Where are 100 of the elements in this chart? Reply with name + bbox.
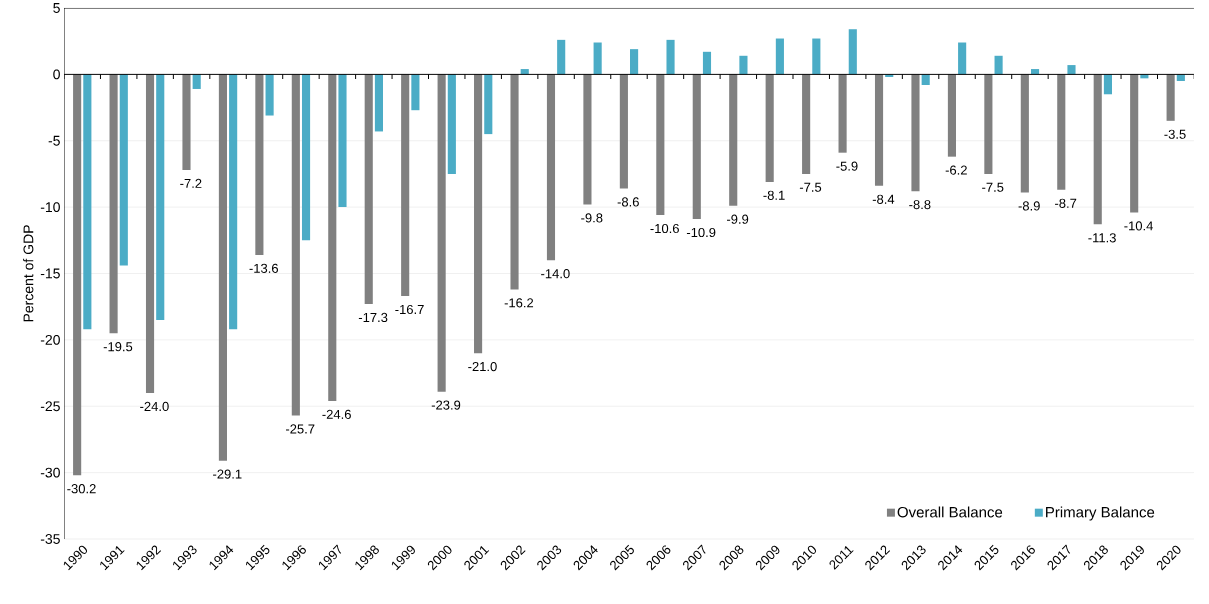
- y-tick-label: -30: [40, 467, 60, 478]
- data-label: -10.4: [1124, 221, 1153, 231]
- bar: [775, 38, 784, 75]
- data-label: -6.2: [945, 165, 967, 175]
- data-label: -7.5: [982, 182, 1004, 192]
- y-tick-label: -10: [40, 202, 60, 213]
- data-label: -7.2: [180, 178, 202, 188]
- bar: [83, 74, 92, 330]
- data-label: -16.7: [395, 304, 424, 315]
- y-tick-label: -5: [48, 135, 60, 146]
- data-label: -13.6: [249, 263, 279, 273]
- bar: [338, 74, 347, 208]
- bar: [1130, 74, 1139, 213]
- bar: [437, 74, 446, 392]
- bar: [145, 74, 155, 393]
- data-label: -9.9: [726, 214, 749, 224]
- data-label: -8.4: [872, 194, 895, 204]
- bar: [802, 74, 811, 174]
- bar: [666, 39, 675, 75]
- bar: [411, 74, 420, 111]
- y-tick-label: 5: [53, 3, 60, 13]
- data-label: -8.1: [763, 190, 785, 200]
- data-label: -5.9: [836, 161, 858, 171]
- data-label: -16.2: [504, 298, 534, 308]
- data-label: -30.2: [67, 484, 96, 494]
- data-label: -19.5: [103, 342, 133, 352]
- data-label: -14.0: [541, 269, 570, 279]
- data-label: -9.8: [581, 213, 603, 223]
- bar: [630, 49, 639, 75]
- bar: [119, 74, 128, 266]
- data-label: -8.9: [1018, 201, 1040, 211]
- data-label: -8.7: [1055, 198, 1077, 208]
- bar: [474, 74, 483, 354]
- bar: [702, 51, 712, 75]
- data-label: -10.9: [686, 227, 716, 238]
- bar: [364, 74, 373, 305]
- bar: [765, 74, 774, 182]
- bar: [921, 74, 930, 85]
- bar: [729, 74, 738, 206]
- data-label: -23.9: [431, 400, 461, 410]
- bar: [328, 74, 337, 401]
- bar: [1093, 74, 1102, 225]
- bar: [583, 74, 592, 205]
- y-axis-title: Percent of GDP: [23, 225, 34, 322]
- bar: [1166, 74, 1175, 121]
- bar: [291, 74, 300, 416]
- legend-label: Overall Balance: [897, 506, 1003, 518]
- bar: [374, 74, 383, 132]
- bar: [229, 74, 238, 330]
- bar: [947, 74, 956, 157]
- bar: [447, 74, 456, 174]
- bar: [484, 74, 493, 135]
- y-tick-label: -25: [40, 401, 60, 412]
- y-tick-label: -15: [40, 268, 60, 279]
- bar: [182, 74, 191, 170]
- data-label: -24.0: [140, 401, 169, 411]
- bar: [838, 74, 847, 153]
- data-label: -21.0: [468, 361, 497, 372]
- bar: [984, 74, 993, 174]
- data-label: -25.7: [285, 424, 315, 434]
- bar: [812, 38, 821, 75]
- data-label: -10.6: [650, 223, 679, 234]
- bar: [192, 74, 201, 89]
- bar: [994, 55, 1003, 75]
- bar: [1020, 74, 1029, 193]
- bar: [109, 74, 118, 334]
- bar: [593, 42, 602, 75]
- data-label: -17.3: [358, 312, 388, 323]
- legend-label: Primary Balance: [1046, 506, 1155, 521]
- bar: [520, 69, 529, 75]
- bar: [958, 42, 967, 75]
- data-label: -24.6: [322, 409, 351, 419]
- bar: [557, 39, 566, 75]
- bar: [73, 74, 82, 476]
- bar: [874, 74, 884, 186]
- bar: [546, 74, 556, 261]
- bar: [848, 29, 857, 75]
- bar: [301, 74, 311, 241]
- y-tick-label: 0: [53, 69, 60, 80]
- data-label: -11.3: [1088, 233, 1116, 243]
- bar: [739, 55, 748, 75]
- bar: [656, 74, 665, 216]
- data-label: -8.6: [617, 197, 639, 207]
- bar: [1030, 69, 1040, 75]
- bar: [255, 74, 264, 255]
- bar: [510, 74, 519, 290]
- bar: [265, 74, 274, 116]
- bar: [911, 74, 920, 192]
- data-label: -8.8: [909, 200, 931, 210]
- bar: [1057, 74, 1066, 190]
- bar: [1103, 74, 1112, 95]
- bar: [692, 74, 701, 220]
- bar: [218, 74, 227, 461]
- bar: [1067, 65, 1076, 75]
- data-label: -3.5: [1164, 129, 1186, 139]
- y-tick-label: -20: [40, 334, 60, 345]
- data-label: -7.5: [799, 182, 822, 192]
- bar: [401, 74, 410, 297]
- bar: [156, 74, 165, 320]
- bar: [619, 74, 628, 189]
